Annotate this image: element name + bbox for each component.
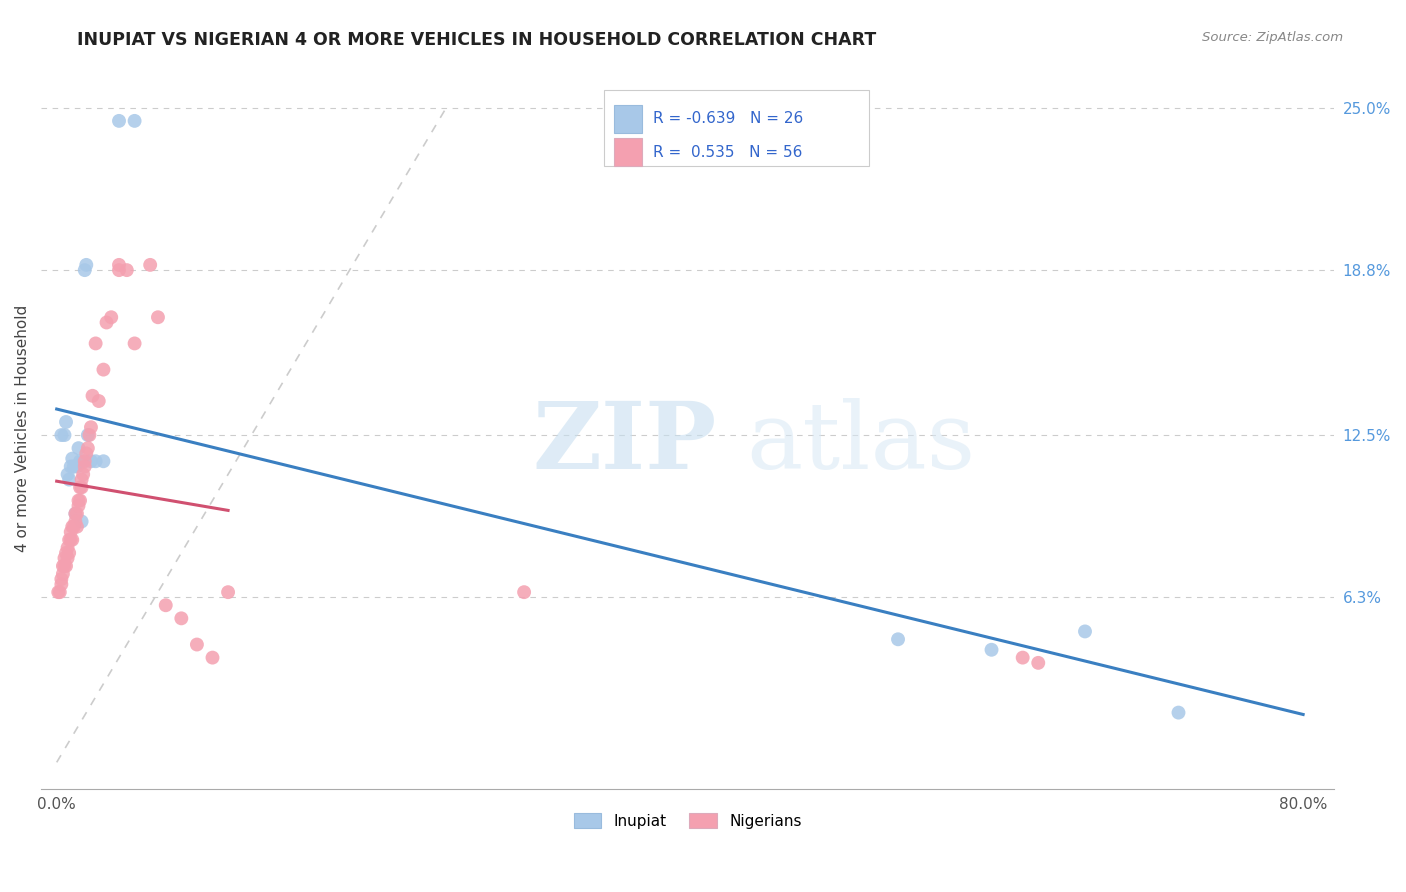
Point (58, 533, 80, 547)
Point (69, 480, 91, 494)
Point (52, 566, 75, 581)
Point (82, 389, 104, 403)
Point (66, 507, 89, 521)
Point (75, 258, 97, 272)
Point (53, 551, 76, 566)
Point (76, 428, 98, 442)
Point (65, 507, 87, 521)
Point (93, 454, 115, 468)
Point (49, 585, 72, 599)
Point (55, 415, 77, 429)
Point (63, 459, 86, 474)
Point (51, 577, 73, 591)
Point (60, 533, 83, 547)
Point (60, 451, 83, 466)
Point (80, 454, 103, 468)
Y-axis label: 4 or more Vehicles in Household: 4 or more Vehicles in Household (15, 305, 30, 552)
Point (124, 336, 146, 351)
Point (70, 473, 93, 487)
Point (108, 263, 131, 277)
Point (59, 533, 82, 547)
Point (63, 519, 86, 533)
Text: ZIP: ZIP (533, 398, 717, 488)
Point (58, 546, 80, 560)
Point (76, 441, 98, 455)
Point (87, 394, 110, 409)
Point (96, 316, 118, 330)
Point (55, 546, 77, 560)
Point (56, 467, 79, 482)
Point (73, 454, 96, 468)
FancyBboxPatch shape (614, 105, 643, 133)
Point (93, 362, 115, 376)
Point (52, 559, 75, 574)
Point (80, 420, 103, 434)
Point (59, 524, 82, 539)
Point (108, 258, 131, 272)
Point (60, 519, 83, 533)
Point (1074, 624, 1097, 639)
Text: R = -0.639   N = 26: R = -0.639 N = 26 (652, 112, 803, 127)
Point (66, 519, 89, 533)
Text: R =  0.535   N = 56: R = 0.535 N = 56 (652, 145, 803, 160)
Point (84, 336, 107, 351)
Point (139, 258, 162, 272)
Point (72, 454, 94, 468)
Point (1011, 650, 1033, 665)
Point (72, 467, 94, 482)
FancyBboxPatch shape (603, 90, 869, 166)
Point (59, 459, 82, 474)
Point (1167, 706, 1189, 720)
Point (69, 454, 91, 468)
Point (73, 459, 96, 474)
Point (67, 493, 90, 508)
Point (124, 114, 146, 128)
Point (70, 480, 93, 494)
Point (53, 559, 76, 574)
Text: INUPIAT VS NIGERIAN 4 OR MORE VEHICLES IN HOUSEHOLD CORRELATION CHART: INUPIAT VS NIGERIAN 4 OR MORE VEHICLES I… (77, 31, 876, 49)
Point (513, 585, 536, 599)
Point (67, 441, 90, 455)
Point (66, 459, 89, 474)
Point (84, 454, 107, 468)
Point (53, 428, 76, 442)
Point (65, 507, 87, 521)
Point (46, 585, 69, 599)
Point (56, 551, 79, 566)
Point (155, 599, 177, 613)
Point (75, 446, 97, 460)
Legend: Inupiat, Nigerians: Inupiat, Nigerians (568, 807, 808, 835)
Point (146, 310, 169, 325)
Point (70, 515, 93, 529)
Point (56, 541, 79, 555)
Point (100, 310, 122, 325)
Text: atlas: atlas (747, 398, 976, 488)
Point (51, 572, 73, 586)
Point (55, 559, 77, 574)
Point (1026, 656, 1049, 670)
Point (201, 650, 224, 665)
Point (79, 428, 101, 442)
Point (67, 499, 90, 513)
Point (73, 263, 96, 277)
Point (887, 632, 910, 647)
FancyBboxPatch shape (614, 138, 643, 166)
Point (108, 114, 131, 128)
Point (65, 515, 87, 529)
Point (115, 263, 138, 277)
Point (217, 585, 239, 599)
Point (58, 473, 80, 487)
Point (69, 493, 91, 508)
Point (186, 638, 208, 652)
Point (980, 642, 1002, 657)
Text: Source: ZipAtlas.com: Source: ZipAtlas.com (1202, 31, 1343, 45)
Point (170, 611, 193, 625)
Point (51, 428, 73, 442)
